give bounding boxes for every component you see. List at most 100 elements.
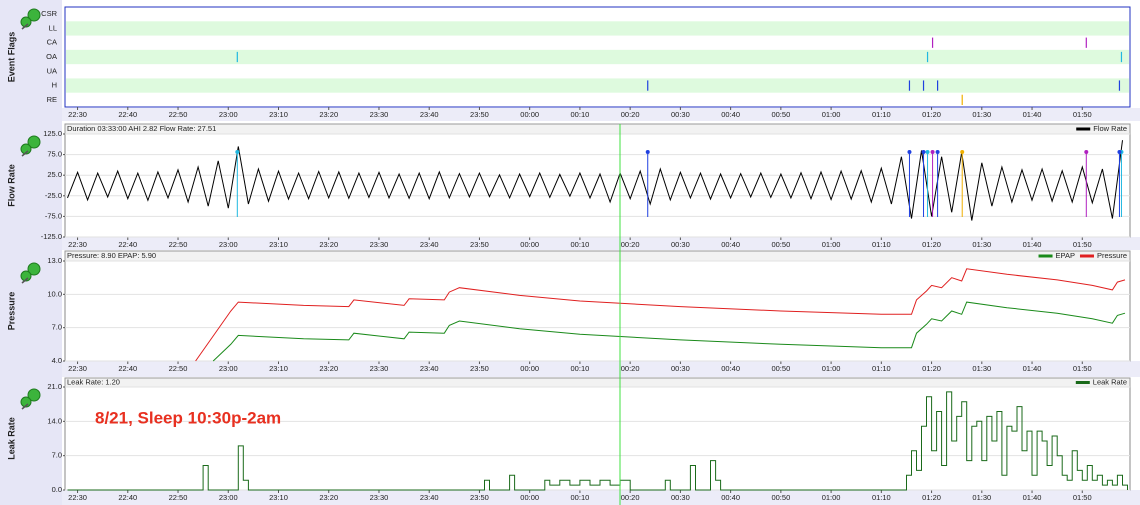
pin-icon bbox=[27, 135, 41, 149]
panel-title: Leak Rate bbox=[6, 417, 16, 460]
event-marker-dot bbox=[960, 150, 965, 154]
legend-swatch bbox=[1079, 254, 1094, 258]
x-tick-label: 23:10 bbox=[269, 364, 288, 373]
x-tick-label: 01:10 bbox=[872, 110, 891, 119]
y-tick-label: 0.0 bbox=[52, 485, 62, 494]
x-tick-label: 22:40 bbox=[118, 364, 137, 373]
x-tick-label: 00:10 bbox=[571, 364, 590, 373]
side-column bbox=[0, 0, 62, 505]
x-tick-label: 22:50 bbox=[169, 240, 188, 249]
row-band bbox=[66, 21, 1129, 36]
x-tick-label: 00:50 bbox=[771, 364, 790, 373]
x-tick-label: 01:20 bbox=[922, 364, 941, 373]
x-tick-label: 01:30 bbox=[972, 240, 991, 249]
x-tick-label: 01:40 bbox=[1023, 240, 1042, 249]
row-label: OA bbox=[46, 52, 57, 61]
pin-icon bbox=[27, 8, 41, 22]
header-bar bbox=[64, 250, 1131, 262]
event-marker-dot bbox=[935, 150, 940, 154]
header-bar bbox=[64, 123, 1131, 135]
plot-area bbox=[64, 133, 1131, 238]
x-tick-label: 23:00 bbox=[219, 364, 238, 373]
row-label: CA bbox=[47, 38, 57, 47]
x-tick-label: 23:40 bbox=[420, 240, 439, 249]
y-tick-label: 21.0 bbox=[47, 382, 62, 391]
y-tick-label: 7.0 bbox=[52, 323, 62, 332]
x-tick-label: 23:40 bbox=[420, 493, 439, 502]
x-tick-label: 00:30 bbox=[671, 364, 690, 373]
panel-title: Pressure bbox=[6, 292, 16, 331]
pin-icon bbox=[27, 262, 41, 276]
x-tick-label: 22:40 bbox=[118, 240, 137, 249]
legend-label: Flow Rate bbox=[1093, 124, 1127, 133]
x-tick-label: 22:50 bbox=[169, 110, 188, 119]
y-tick-label: -75.0 bbox=[45, 211, 62, 220]
x-tick-label: 22:40 bbox=[118, 493, 137, 502]
x-tick-label: 23:20 bbox=[319, 110, 338, 119]
event-marker-dot bbox=[235, 150, 240, 154]
x-tick-label: 23:00 bbox=[219, 240, 238, 249]
x-tick-label: 00:10 bbox=[571, 240, 590, 249]
panel-title: Event Flags bbox=[6, 32, 16, 83]
x-tick-label: 23:40 bbox=[420, 364, 439, 373]
x-tick-label: 00:40 bbox=[721, 110, 740, 119]
x-tick-label: 00:00 bbox=[520, 493, 539, 502]
x-tick-label: 00:50 bbox=[771, 240, 790, 249]
event-marker-dot bbox=[907, 150, 912, 154]
pin-icon bbox=[21, 23, 29, 30]
axis-strip bbox=[62, 237, 1140, 250]
x-tick-label: 22:40 bbox=[118, 110, 137, 119]
x-tick-label: 22:30 bbox=[68, 240, 87, 249]
x-tick-label: 23:10 bbox=[269, 493, 288, 502]
x-tick-label: 23:00 bbox=[219, 110, 238, 119]
pin-icon bbox=[20, 270, 32, 282]
x-tick-label: 00:20 bbox=[621, 364, 640, 373]
pin-icon bbox=[21, 403, 29, 410]
y-tick-label: -25.0 bbox=[45, 191, 62, 200]
x-tick-label: 23:10 bbox=[269, 110, 288, 119]
x-tick-label: 01:00 bbox=[822, 493, 841, 502]
pin-icon bbox=[20, 143, 32, 155]
row-label: H bbox=[52, 81, 57, 90]
row-label: CSR bbox=[41, 9, 57, 18]
y-tick-label: 75.0 bbox=[47, 150, 62, 159]
x-tick-label: 01:30 bbox=[972, 110, 991, 119]
x-tick-label: 01:00 bbox=[822, 240, 841, 249]
legend-swatch bbox=[1075, 381, 1090, 384]
plot-area bbox=[64, 260, 1131, 362]
x-tick-label: 01:50 bbox=[1073, 110, 1092, 119]
pin-icon bbox=[20, 396, 32, 408]
x-tick-label: 01:00 bbox=[822, 364, 841, 373]
row-band bbox=[66, 78, 1129, 93]
x-tick-label: 23:30 bbox=[370, 364, 389, 373]
x-tick-label: 23:50 bbox=[470, 240, 489, 249]
x-tick-label: 00:40 bbox=[721, 493, 740, 502]
pin-icon bbox=[21, 277, 29, 284]
x-tick-label: 23:00 bbox=[219, 493, 238, 502]
x-tick-label: 23:40 bbox=[420, 110, 439, 119]
event-marker-dot bbox=[930, 150, 935, 154]
x-tick-label: 00:00 bbox=[520, 240, 539, 249]
y-tick-label: 125.0 bbox=[43, 129, 62, 138]
x-tick-label: 23:50 bbox=[470, 364, 489, 373]
legend-label: EPAP bbox=[1056, 251, 1075, 260]
annotation: 8/21, Sleep 10:30p-2am bbox=[95, 408, 281, 427]
x-tick-label: 01:30 bbox=[972, 364, 991, 373]
row-label: LL bbox=[49, 23, 57, 32]
y-tick-label: 10.0 bbox=[47, 289, 62, 298]
x-tick-label: 01:40 bbox=[1023, 110, 1042, 119]
event-marker-dot bbox=[645, 150, 650, 154]
x-tick-label: 23:20 bbox=[319, 493, 338, 502]
x-tick-label: 22:50 bbox=[169, 493, 188, 502]
x-tick-label: 22:50 bbox=[169, 364, 188, 373]
x-tick-label: 01:20 bbox=[922, 240, 941, 249]
x-tick-label: 01:10 bbox=[872, 364, 891, 373]
y-tick-label: -125.0 bbox=[41, 232, 62, 241]
x-tick-label: 23:50 bbox=[470, 493, 489, 502]
pin-icon bbox=[27, 388, 41, 402]
x-tick-label: 00:40 bbox=[721, 240, 740, 249]
x-tick-label: 01:10 bbox=[872, 240, 891, 249]
x-tick-label: 00:00 bbox=[520, 364, 539, 373]
y-tick-label: 25.0 bbox=[47, 170, 62, 179]
